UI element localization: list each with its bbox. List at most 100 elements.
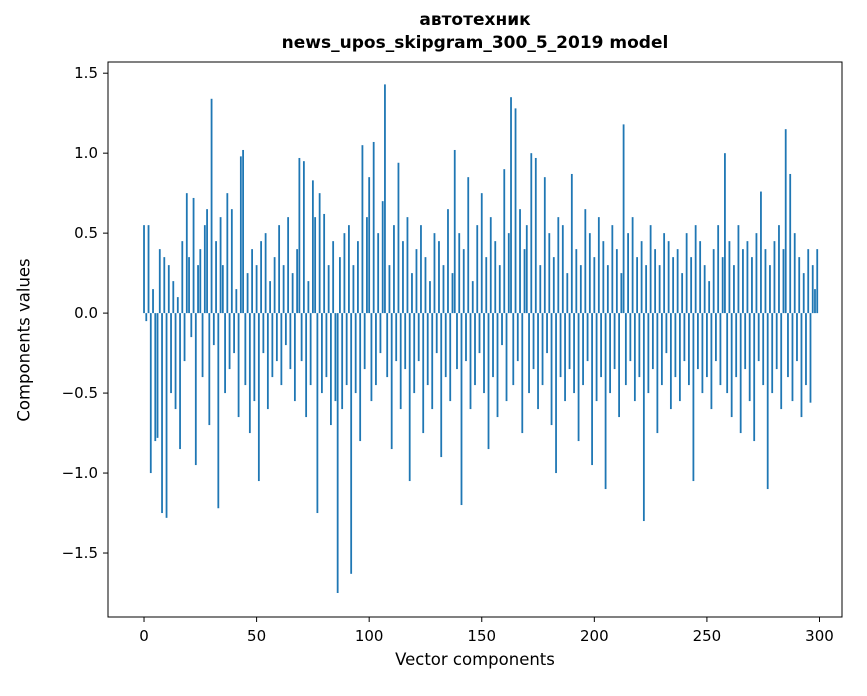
bar: [751, 257, 753, 314]
bar: [399, 313, 402, 410]
bar: [582, 313, 584, 386]
bar: [496, 313, 499, 418]
bar: [307, 281, 310, 314]
bar: [557, 217, 560, 314]
bar: [296, 249, 299, 314]
bar: [480, 193, 483, 314]
bar: [199, 249, 202, 314]
bar: [798, 257, 801, 314]
bar: [787, 313, 789, 378]
bar: [640, 241, 643, 314]
bar: [275, 313, 278, 362]
bar: [314, 217, 317, 314]
bar: [305, 313, 308, 418]
bar: [699, 241, 702, 314]
chart-title: автотехник news_upos_skipgram_300_5_2019…: [108, 9, 842, 55]
bar: [744, 313, 747, 370]
bar: [573, 313, 575, 394]
bar: [766, 313, 769, 490]
bar: [667, 241, 670, 314]
bar: [359, 313, 362, 442]
bar: [712, 249, 715, 314]
x-axis-label: Vector components: [395, 650, 555, 669]
bar: [325, 313, 328, 378]
bar: [769, 265, 771, 314]
bar: [505, 313, 508, 402]
bar: [602, 241, 605, 314]
bar: [282, 265, 285, 314]
bar: [685, 233, 688, 314]
bar: [802, 273, 805, 314]
bar: [210, 98, 213, 314]
bar: [395, 313, 398, 362]
bar: [318, 193, 321, 314]
bar: [683, 313, 686, 362]
bar: [311, 180, 314, 314]
bar: [701, 313, 704, 394]
bar: [764, 249, 767, 314]
bar: [431, 313, 434, 410]
bar: [167, 265, 170, 314]
bar: [739, 313, 742, 434]
bar: [816, 249, 819, 314]
x-tick-label: 300: [805, 627, 834, 645]
bar: [179, 313, 181, 450]
bar: [537, 313, 539, 410]
bar: [309, 313, 312, 386]
bar: [278, 225, 281, 314]
bar: [269, 281, 272, 314]
bar: [368, 177, 371, 314]
bar: [570, 173, 573, 314]
bar: [728, 241, 731, 314]
bar: [642, 313, 645, 522]
bar: [246, 273, 249, 314]
bar: [593, 257, 596, 314]
bar: [755, 233, 758, 314]
chart-title-line1: автотехник: [419, 10, 531, 30]
bar: [388, 265, 391, 314]
bar: [541, 313, 544, 386]
bar: [523, 249, 526, 314]
bar: [588, 233, 591, 314]
bar: [420, 225, 422, 314]
bar: [426, 313, 429, 386]
y-tick-label: 0.5: [74, 224, 98, 242]
bar: [730, 313, 733, 418]
bar: [494, 241, 497, 314]
bar: [665, 313, 668, 354]
x-tick-label: 50: [247, 627, 266, 645]
bar: [676, 249, 679, 314]
bar: [379, 313, 382, 354]
bar: [215, 241, 217, 314]
bar: [555, 313, 557, 474]
bar: [248, 313, 251, 434]
bar: [561, 225, 564, 314]
bar: [615, 249, 618, 314]
bar: [503, 169, 506, 314]
bar: [381, 201, 384, 314]
bar: [519, 209, 521, 314]
bar: [512, 313, 515, 386]
bar: [289, 313, 292, 370]
bar: [192, 197, 195, 314]
bar: [690, 257, 693, 314]
bar: [724, 153, 726, 314]
bar: [154, 313, 157, 442]
bar: [814, 289, 816, 314]
bar: [604, 313, 607, 490]
bar: [341, 313, 344, 410]
bar: [586, 313, 589, 362]
bar: [717, 225, 720, 314]
bar: [746, 241, 749, 314]
bar: [357, 241, 359, 314]
bar: [330, 313, 332, 426]
bar: [253, 313, 256, 402]
bar: [181, 241, 184, 314]
bar: [212, 313, 215, 346]
bar: [456, 313, 458, 370]
bar: [447, 209, 449, 314]
bar: [467, 177, 470, 314]
bar: [224, 313, 226, 394]
bar: [170, 313, 172, 394]
